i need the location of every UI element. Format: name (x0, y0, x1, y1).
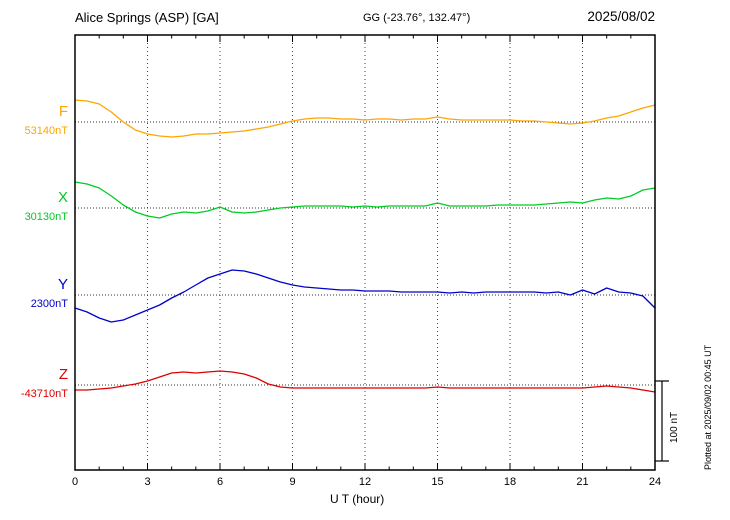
x-tick-label: 18 (503, 476, 517, 488)
channel-label-z: Z (58, 366, 68, 383)
x-tick-label: 21 (576, 476, 589, 488)
channel-baseline-value-f: 53140nT (24, 125, 68, 137)
x-tick-label: 12 (358, 476, 372, 488)
x-tick-label: 6 (216, 476, 224, 488)
station-title: Alice Springs (ASP) [GA] (75, 10, 219, 25)
channel-baseline-value-z: -43710nT (20, 388, 68, 400)
x-tick-label: 24 (648, 476, 662, 488)
x-tick-label: 15 (431, 476, 444, 488)
channel-baseline-value-y: 2300nT (30, 298, 68, 310)
channel-label-f: F (58, 103, 68, 120)
scale-bar-label: 100 nT (669, 411, 680, 443)
channel-label-x: X (57, 189, 68, 206)
channel-label-y: Y (57, 276, 68, 293)
x-axis-label: U T (hour) (330, 492, 385, 506)
x-tick-label: 9 (289, 476, 296, 488)
channel-baseline-value-x: 30130nT (24, 211, 68, 223)
x-tick-label: 3 (144, 476, 151, 488)
geographic-coordinates: GG (-23.76°, 132.47°) (363, 12, 471, 24)
x-tick-label: 0 (71, 476, 79, 488)
plot-date: 2025/08/02 (587, 9, 655, 24)
plotted-at-timestamp: Plotted at 2025/09/02 00:45 UT (703, 344, 713, 470)
